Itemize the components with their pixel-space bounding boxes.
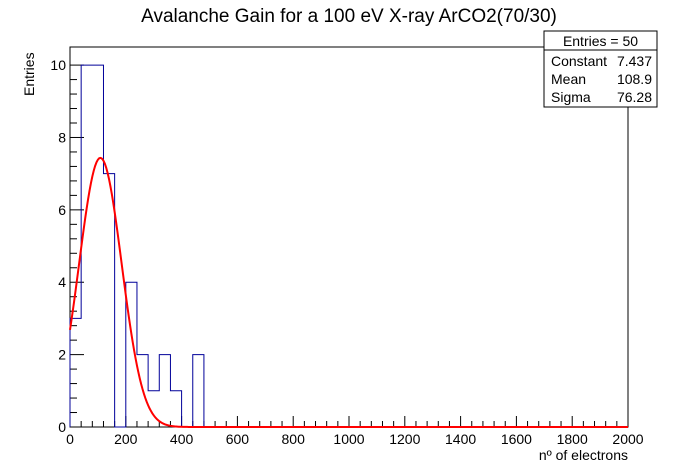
y-tick-label: 8 [58, 129, 66, 145]
y-tick-label: 6 [58, 202, 66, 218]
stats-value: 76.28 [617, 89, 652, 105]
stats-value: 108.9 [617, 71, 652, 87]
stats-row-mean: Mean 108.9 [551, 71, 652, 87]
y-axis: 0 2 4 6 8 10 [50, 57, 84, 435]
x-tick-label: 400 [170, 431, 194, 447]
chart-title: Avalanche Gain for a 100 eV X-ray ArCO2(… [141, 6, 557, 27]
x-axis: 0 200 400 600 800 1000 1200 1400 1600 1800 2000 [66, 416, 644, 447]
x-tick-label: 800 [282, 431, 306, 447]
stats-box: Entries = 50 Constant 7.437 Mean 108.9 S… [543, 30, 658, 108]
y-tick-label: 10 [50, 57, 66, 73]
y-tick-label: 4 [58, 274, 66, 290]
histogram-outline [69, 64, 205, 428]
gaussian-fit-curve [69, 156, 628, 428]
x-axis-label: nº of electrons [539, 447, 628, 463]
stats-row-sigma: Sigma 76.28 [551, 89, 652, 105]
y-tick-label: 0 [58, 419, 66, 435]
x-tick-label: 1200 [389, 431, 420, 447]
y-axis-label: Entries [21, 52, 37, 96]
x-tick-label: 600 [226, 431, 250, 447]
stats-label: Sigma [551, 89, 591, 105]
x-tick-label: 1400 [445, 431, 476, 447]
x-tick-label: 1800 [557, 431, 588, 447]
stats-entries: Entries = 50 [563, 33, 638, 49]
stats-box-frame [543, 30, 658, 108]
x-tick-label: 1000 [333, 431, 364, 447]
stats-value: 7.437 [617, 53, 652, 69]
x-tick-label: 2000 [612, 431, 643, 447]
x-tick-label: 200 [114, 431, 138, 447]
y-tick-label: 2 [58, 347, 66, 363]
stats-row-constant: Constant 7.437 [551, 53, 652, 69]
stats-label: Constant [551, 53, 607, 69]
stats-label: Mean [551, 71, 586, 87]
x-tick-label: 0 [66, 431, 74, 447]
x-tick-label: 1600 [501, 431, 532, 447]
